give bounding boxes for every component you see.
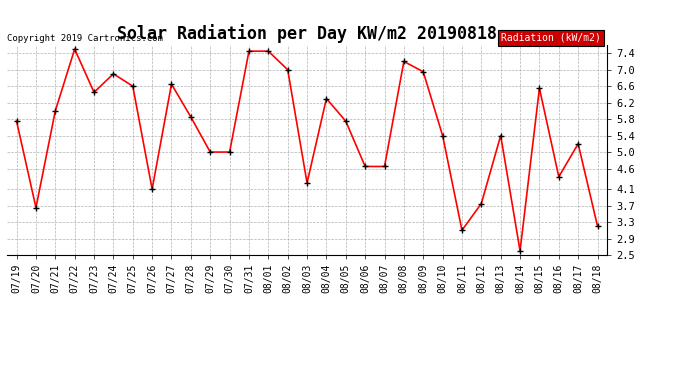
- Title: Solar Radiation per Day KW/m2 20190818: Solar Radiation per Day KW/m2 20190818: [117, 24, 497, 44]
- Text: Copyright 2019 Cartronics.com: Copyright 2019 Cartronics.com: [7, 34, 163, 43]
- Text: Radiation (kW/m2): Radiation (kW/m2): [502, 33, 601, 43]
